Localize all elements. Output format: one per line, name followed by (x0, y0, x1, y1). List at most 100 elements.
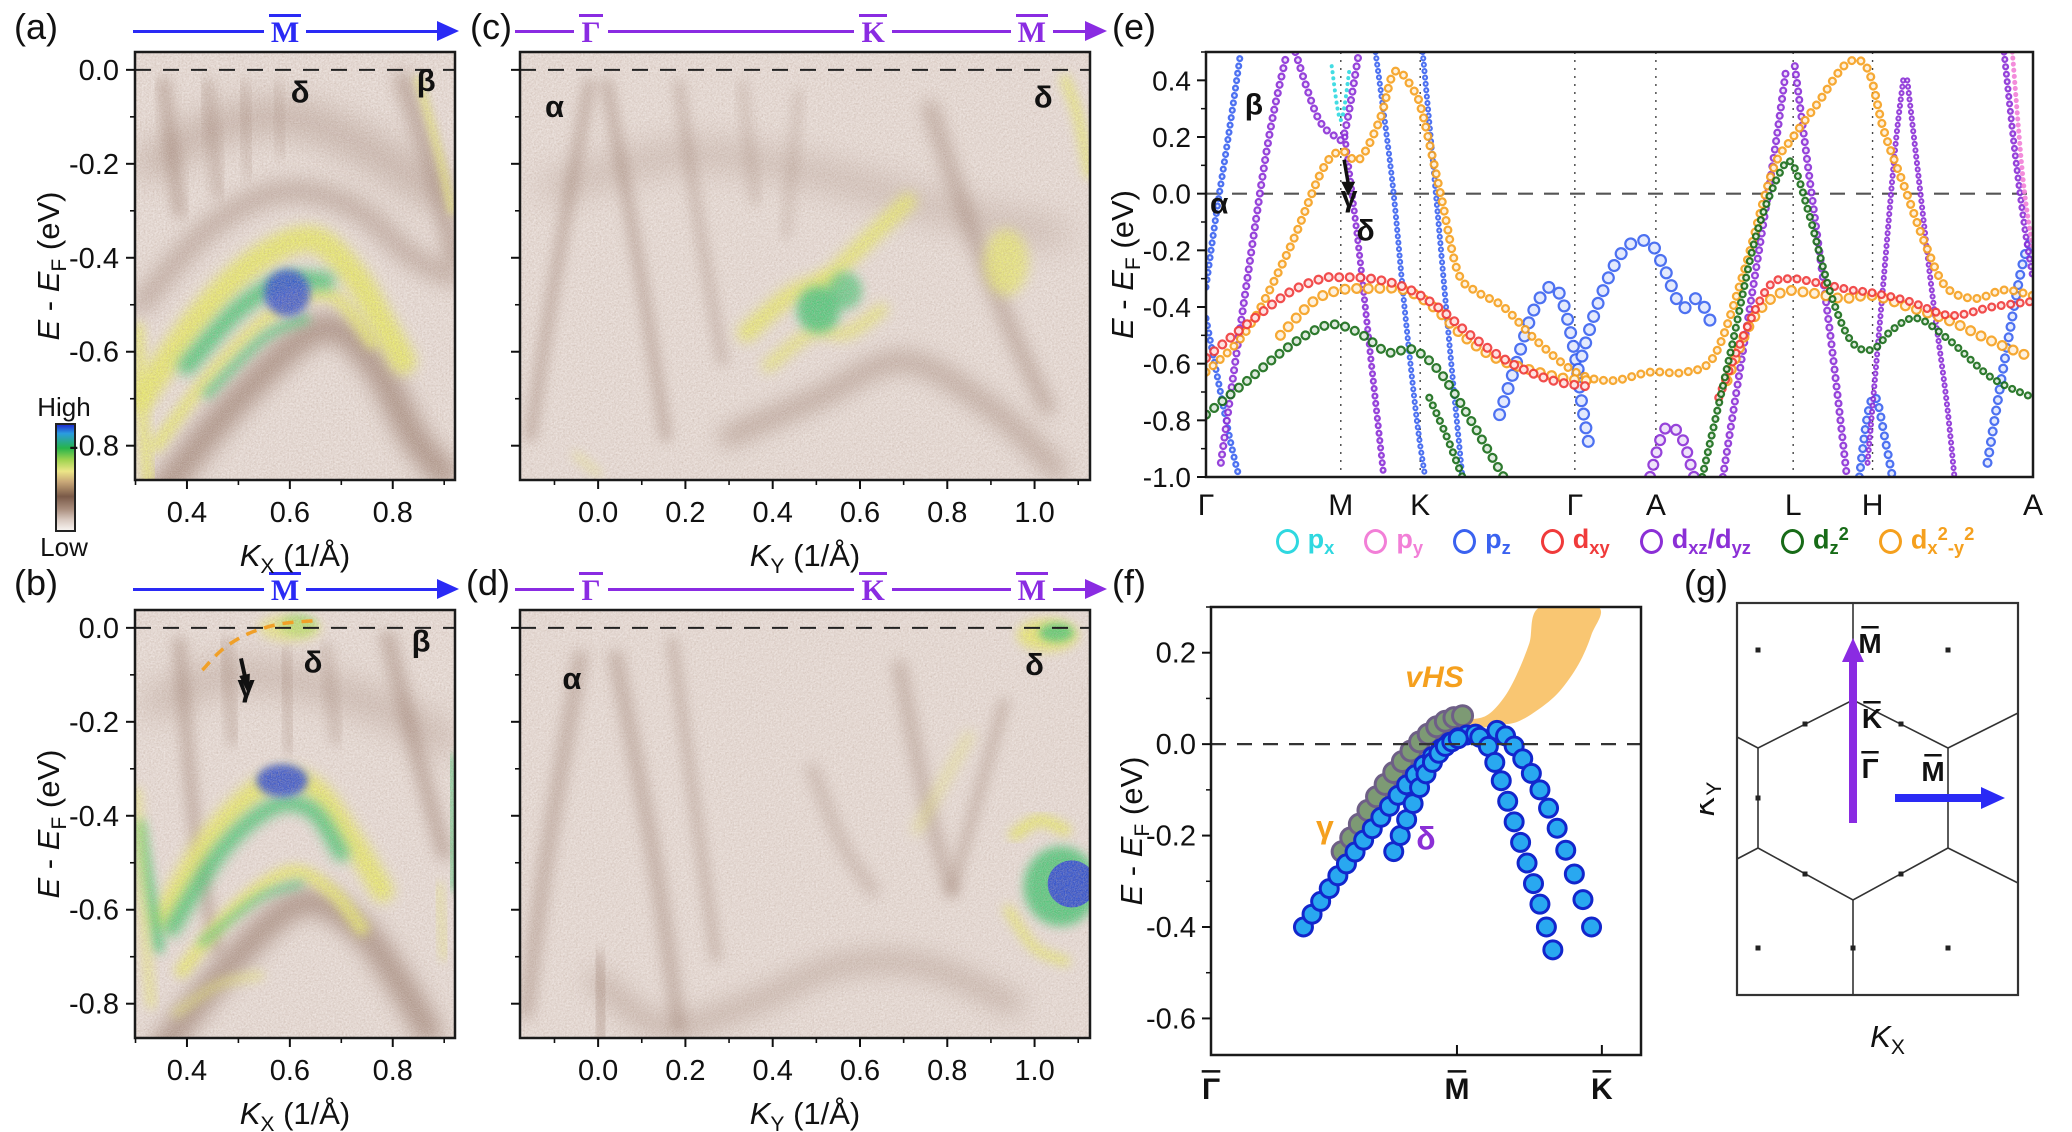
svg-text:-0.8: -0.8 (1143, 405, 1191, 436)
vhs-shaded-band (1335, 607, 1602, 870)
svg-text:KX (1/Å): KX (1/Å) (240, 538, 351, 578)
panel-letter-d: (d) (466, 562, 510, 603)
svg-text:E - EF (eV): E - EF (eV) (1120, 756, 1154, 905)
svg-text:KY (1/Å): KY (1/Å) (750, 1096, 861, 1132)
legend-ring-icon (1275, 528, 1299, 554)
band-px (1329, 64, 1352, 123)
svg-text:0.4: 0.4 (167, 1055, 207, 1087)
band-pz (1206, 314, 1243, 477)
arrow-label: K (859, 14, 887, 49)
legend-ring-icon (1540, 528, 1564, 554)
bz-point-marker (1755, 795, 1761, 801)
legend-item-pz: pz (1453, 524, 1511, 559)
colorbar-low-label: Low (40, 532, 88, 562)
band-pz (1854, 391, 1897, 477)
svg-text:KY: KY (1700, 782, 1726, 817)
band-dz2 (1698, 156, 2033, 477)
svg-text:0.6: 0.6 (270, 497, 310, 529)
band-dxz_dyz (1291, 52, 1363, 145)
svg-text:K: K (1862, 703, 1882, 734)
colorbar-high-label: High (37, 392, 91, 422)
arpes-intensity-map (520, 610, 1090, 1038)
orbital-legend: px py pz dxy dxz/dyz dz2 dx2-y2 (1210, 522, 2040, 560)
arpes-panel-c: 0.0 0.2 0.4 0.6 0.8 1.0 α δ KY (1/Å) (420, 38, 1102, 583)
svg-text:M: M (1444, 1073, 1469, 1106)
label-γ: γ (1316, 809, 1334, 845)
svg-text:KX (1/Å): KX (1/Å) (240, 1096, 351, 1132)
svg-text:0.8: 0.8 (373, 497, 413, 529)
legend-ring-icon (1639, 528, 1663, 554)
panel-letter-b: (b) (14, 562, 58, 603)
band-label-α: α (1210, 188, 1229, 221)
svg-text:0.8: 0.8 (373, 1055, 413, 1087)
svg-text:A: A (1646, 489, 1666, 522)
label-vHS: vHS (1405, 661, 1463, 694)
band-label-β: β (412, 623, 431, 658)
svg-text:0.2: 0.2 (665, 497, 705, 529)
svg-text:E - EF (eV): E - EF (eV) (35, 191, 71, 340)
svg-text:KX: KX (1870, 1019, 1905, 1059)
svg-text:0.4: 0.4 (167, 497, 207, 529)
svg-text:0.6: 0.6 (840, 497, 880, 529)
svg-text:0.6: 0.6 (270, 1055, 310, 1087)
svg-text:-0.4: -0.4 (1146, 912, 1196, 944)
svg-text:A: A (2023, 489, 2043, 522)
bz-point-marker (1945, 945, 1951, 951)
scatter-series-delta-right-inner (1469, 726, 1564, 961)
band-label-α: α (545, 89, 564, 124)
svg-text:Γ: Γ (1862, 753, 1879, 784)
band-dxz_dyz (1718, 62, 1791, 477)
arpes-intensity-map (135, 52, 455, 480)
brillouin-zone-panel-g: M KΓ M KX KY (1686, 565, 2058, 1080)
svg-text:-0.6: -0.6 (1143, 349, 1191, 380)
legend-ring-icon (1878, 528, 1902, 554)
orbital-projected-bands (1206, 52, 2033, 477)
bz-point-marker (1945, 647, 1951, 653)
svg-text:E - EF (eV): E - EF (eV) (35, 749, 71, 898)
band-dxy (1206, 271, 1592, 392)
band-pz (1206, 52, 1245, 291)
bz-point-marker (1850, 945, 1856, 951)
svg-text:0.0: 0.0 (79, 613, 119, 645)
svg-text:-0.8: -0.8 (69, 431, 119, 463)
svg-text:K: K (1410, 489, 1430, 522)
bz-point-marker (1802, 721, 1808, 727)
bz-point-marker (1802, 871, 1808, 877)
arpes-panel-a: 0.4 0.6 0.8 0.0 -0.2 -0.4 -0.6 -0.8 δ β KX (1/Å) E … (31, 38, 467, 583)
gamma-pointer-arrow (1341, 181, 1356, 196)
svg-text:0.4: 0.4 (753, 497, 793, 529)
arrow-label: M (1015, 14, 1048, 49)
svg-text:-0.4: -0.4 (69, 243, 119, 275)
svg-text:M: M (1921, 756, 1944, 787)
panel-letter-g: (g) (1684, 562, 1728, 603)
legend-item-dxy: dxy (1540, 524, 1610, 559)
band-label-α: α (562, 661, 581, 696)
svg-text:-0.4: -0.4 (69, 801, 119, 833)
svg-text:0.0: 0.0 (1156, 729, 1196, 761)
svg-text:1.0: 1.0 (1014, 1055, 1054, 1087)
svg-text:E - EF (eV): E - EF (eV) (1111, 190, 1145, 339)
band-dxz_dyz (2000, 52, 2033, 283)
svg-text:0.8: 0.8 (927, 497, 967, 529)
band-label-β: β (1245, 88, 1263, 121)
scatter-series-delta-mid (1383, 728, 1469, 863)
gamma-pointer-arrow (239, 673, 250, 696)
svg-text:1.0: 1.0 (1014, 497, 1054, 529)
arpes-intensity-map (135, 610, 455, 1038)
svg-text:0.0: 0.0 (578, 1055, 618, 1087)
svg-text:-0.2: -0.2 (69, 149, 119, 181)
legend-item-dx2y2: dx2-y2 (1878, 523, 1974, 559)
gamma-band-dashed-guide (201, 619, 314, 672)
svg-text:0.2: 0.2 (1156, 638, 1196, 670)
band-dx2y2 (1206, 55, 2033, 386)
band-label-β: β (417, 63, 436, 98)
bz-point-marker (1755, 647, 1761, 653)
svg-text:0.2: 0.2 (1152, 122, 1191, 153)
cut-direction-arrow-a: M (133, 14, 460, 48)
svg-text:K: K (1591, 1073, 1613, 1106)
band-pz (1493, 279, 1598, 461)
